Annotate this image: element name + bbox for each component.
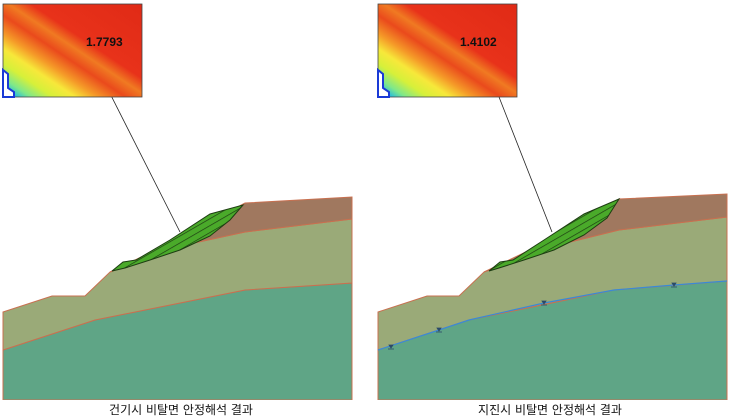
safety-factor-label: 1.4102 [460, 35, 497, 49]
panel-caption: 건기시 비탈면 안정해석 결과 [109, 403, 253, 417]
safety-factor-label: 1.7793 [86, 35, 123, 49]
panel-caption: 지진시 비탈면 안정해석 결과 [478, 403, 622, 417]
slip-surface-mass [111, 204, 245, 272]
water-table-markers [388, 282, 677, 350]
safety-factor-contour-inset: 1.7793 [2, 3, 143, 98]
slope-section-seismic: 1.4102 [377, 3, 728, 400]
panel-seismic-condition: 1.4102 지진시 비탈면 안정해석 결과 [369, 0, 731, 420]
slip-surface-mass [488, 197, 621, 272]
panel-dry-condition: 1.7793 건기시 비탈면 안정해석 결과 [0, 0, 362, 420]
slope-section-dry: 1.7793 [2, 3, 353, 400]
safety-factor-contour-inset: 1.4102 [377, 3, 518, 98]
